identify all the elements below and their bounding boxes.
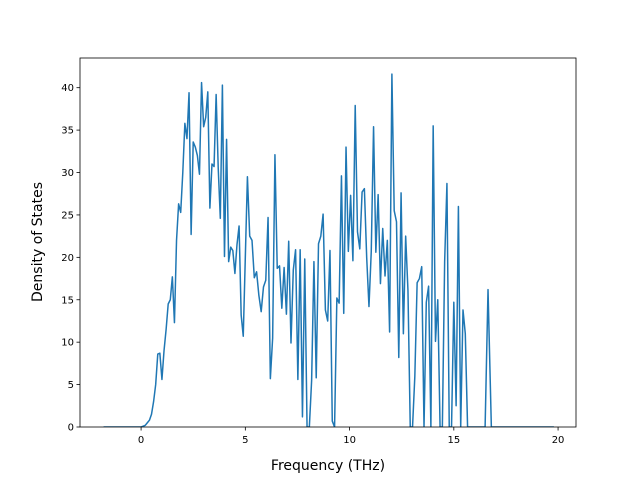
y-tick-label: 0 <box>68 423 74 434</box>
y-tick-label: 25 <box>61 210 74 221</box>
x-tick-label: 20 <box>552 435 565 446</box>
y-tick-label: 15 <box>61 295 74 306</box>
y-tick-label: 5 <box>68 380 74 391</box>
x-axis-label: Frequency (THz) <box>271 458 385 474</box>
y-tick-label: 30 <box>61 168 74 179</box>
x-tick-label: 5 <box>242 435 248 446</box>
y-tick-label: 10 <box>61 338 74 349</box>
y-tick-label: 35 <box>61 126 74 137</box>
x-tick-label: 10 <box>343 435 356 446</box>
x-tick-label: 0 <box>138 435 144 446</box>
y-tick-label: 20 <box>61 253 74 264</box>
y-tick-label: 40 <box>61 83 74 94</box>
plot-frame <box>79 57 577 428</box>
x-tick-label: 15 <box>447 435 460 446</box>
y-axis-label: Density of States <box>30 182 46 302</box>
data-line <box>103 73 554 427</box>
